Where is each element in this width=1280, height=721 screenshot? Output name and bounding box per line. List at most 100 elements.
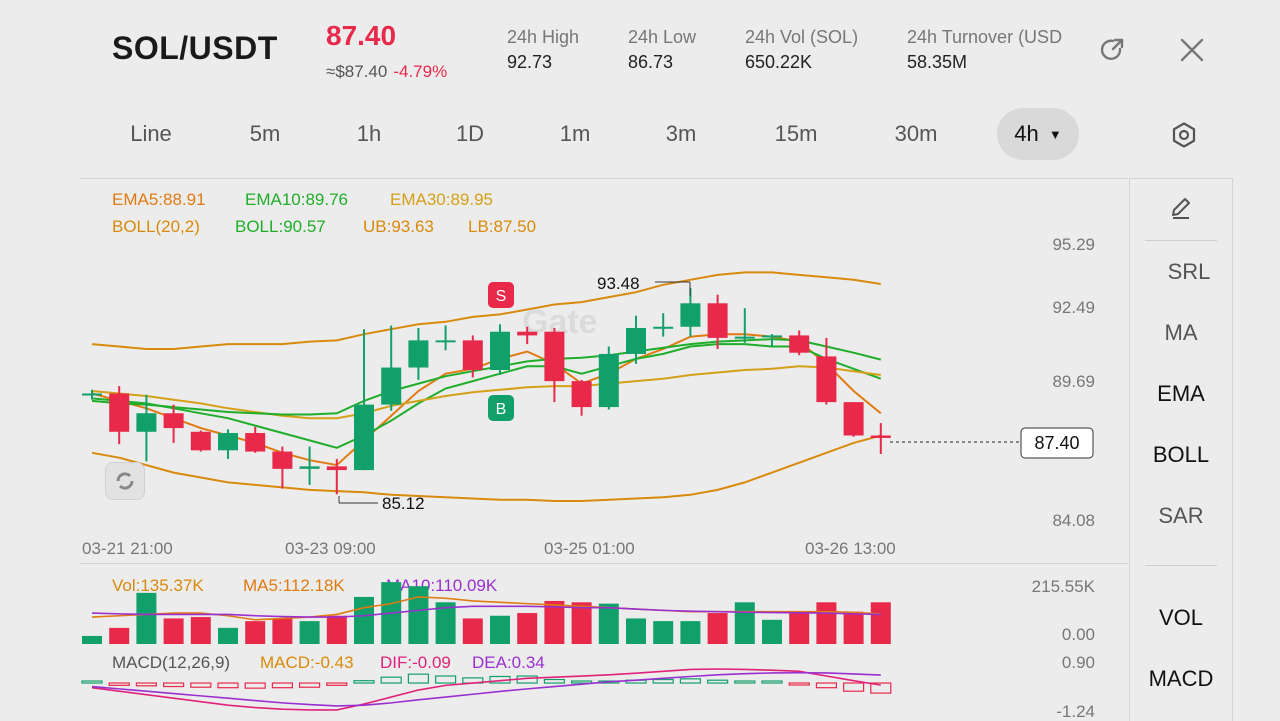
buy-marker: [488, 395, 514, 421]
tab-5m[interactable]: 5m: [249, 121, 281, 146]
refresh-icon: [116, 472, 134, 490]
stat-high-value: 92.73: [507, 52, 553, 72]
volume-bar: [299, 621, 320, 644]
macd-title: MACD(12,26,9): [112, 653, 231, 672]
x-tick: 03-25 01:00: [544, 539, 635, 558]
volume-bar: [272, 618, 293, 644]
volume-bar: [598, 603, 619, 644]
candle-body: [109, 393, 130, 432]
macd-bar: [135, 682, 157, 687]
pair-title: SOL/USDT: [112, 30, 278, 66]
candle-body: [299, 466, 320, 469]
volume-bar: [354, 596, 374, 644]
macd-dea-line: [91, 671, 881, 707]
buy-marker-text: B: [496, 401, 507, 418]
price-subline: ≈$87.40 -4.79%: [326, 62, 447, 82]
sidebar-item-ema[interactable]: EMA: [1157, 381, 1205, 406]
macd-bar: [842, 682, 865, 692]
tab-1d[interactable]: 1D: [455, 121, 485, 146]
volume-bar: [544, 600, 565, 644]
macd-bar: [679, 678, 702, 684]
candle-body: [571, 381, 592, 408]
macd-bar: [163, 682, 185, 688]
volume-bar: [218, 627, 238, 644]
volume-bar: [517, 613, 538, 644]
indicator-sidebar: SRL MA EMA BOLL SAR VOL MACD: [1129, 178, 1233, 721]
macd-y-tick: 0.90: [1062, 653, 1095, 672]
candle-body: [843, 402, 864, 436]
sidebar-item-macd[interactable]: MACD: [1148, 666, 1214, 691]
candle-body: [354, 404, 374, 471]
sidebar-item-srl[interactable]: SRL: [1167, 259, 1211, 284]
candle-body: [653, 326, 674, 329]
tab-3m[interactable]: 3m: [665, 121, 697, 146]
sidebar-item-ma[interactable]: MA: [1164, 320, 1198, 345]
stat-turnover-label: 24h Turnover (USD: [907, 27, 1063, 47]
tab-1m[interactable]: 1m: [559, 121, 591, 146]
chart-tool-button[interactable]: [105, 462, 145, 500]
stat-turnover-value: 58.35M: [907, 52, 968, 72]
candle-body: [762, 335, 782, 338]
volume-bars: [82, 582, 891, 644]
tab-30m[interactable]: 30m: [894, 121, 938, 146]
volume-bar: [626, 618, 646, 644]
candle-body: [82, 393, 102, 396]
share-icon[interactable]: [1094, 32, 1130, 68]
bollinger-bands: [91, 271, 882, 502]
volume-bar: [653, 621, 674, 644]
pencil-icon[interactable]: [1130, 195, 1232, 227]
macd-bar: [761, 680, 783, 684]
volume-bar: [435, 602, 456, 644]
stat-vol-value: 650.22K: [745, 52, 813, 72]
vol-y-tick: 215.55K: [1032, 577, 1096, 596]
line-ub: [91, 271, 881, 350]
volume-bar: [843, 611, 864, 644]
tab-line[interactable]: Line: [130, 121, 172, 146]
chart-settings-icon[interactable]: [1164, 118, 1204, 152]
volume-bar: [245, 621, 266, 644]
volume-ma10-line: [91, 605, 881, 618]
macd-bar: [81, 680, 103, 684]
stat-low-value: 86.73: [628, 52, 674, 72]
macd-bar: [380, 676, 402, 684]
y-tick: 89.69: [1052, 372, 1095, 391]
x-tick: 03-21 21:00: [82, 539, 173, 558]
candle-body: [680, 303, 701, 327]
macd-bar: [570, 680, 593, 684]
candle-body: [272, 451, 293, 469]
sidebar-item-vol[interactable]: VOL: [1158, 605, 1204, 630]
candle-body: [163, 413, 184, 429]
macd-dif-line: [91, 668, 881, 711]
macd-bar: [543, 678, 566, 684]
volume-bar: [762, 619, 782, 644]
volume-bar: [816, 602, 837, 644]
tab-1h[interactable]: 1h: [356, 121, 382, 146]
ema5-legend: EMA5:88.91: [112, 190, 206, 209]
sidebar-item-sar[interactable]: SAR: [1158, 503, 1204, 528]
volume-bar: [163, 618, 184, 644]
line-lb: [91, 434, 882, 502]
close-icon[interactable]: [1174, 32, 1210, 68]
volume-bar: [571, 602, 592, 644]
candle-body: [544, 331, 565, 382]
macd-bar: [652, 678, 674, 684]
tab-4h[interactable]: 4h ▼: [997, 108, 1079, 160]
dea-value: DEA:0.34: [472, 653, 545, 672]
volume-bar: [789, 611, 810, 644]
low-marker: 85.12: [382, 494, 425, 513]
chart-panel[interactable]: [80, 178, 1128, 721]
volume-bar: [326, 615, 347, 644]
candle-body: [326, 466, 347, 471]
current-price-tag-text: 87.40: [1034, 433, 1079, 453]
macd-bar: [217, 682, 239, 689]
volume-divider: [80, 563, 1128, 564]
macd-chart: [81, 668, 892, 711]
tab-15m[interactable]: 15m: [774, 121, 818, 146]
volume-bar: [734, 602, 755, 644]
sidebar-item-boll[interactable]: BOLL: [1152, 442, 1210, 467]
ema-lines: [91, 333, 882, 467]
candle-body: [789, 335, 810, 353]
candle-body: [490, 331, 510, 371]
high-marker: 93.48: [597, 274, 640, 293]
